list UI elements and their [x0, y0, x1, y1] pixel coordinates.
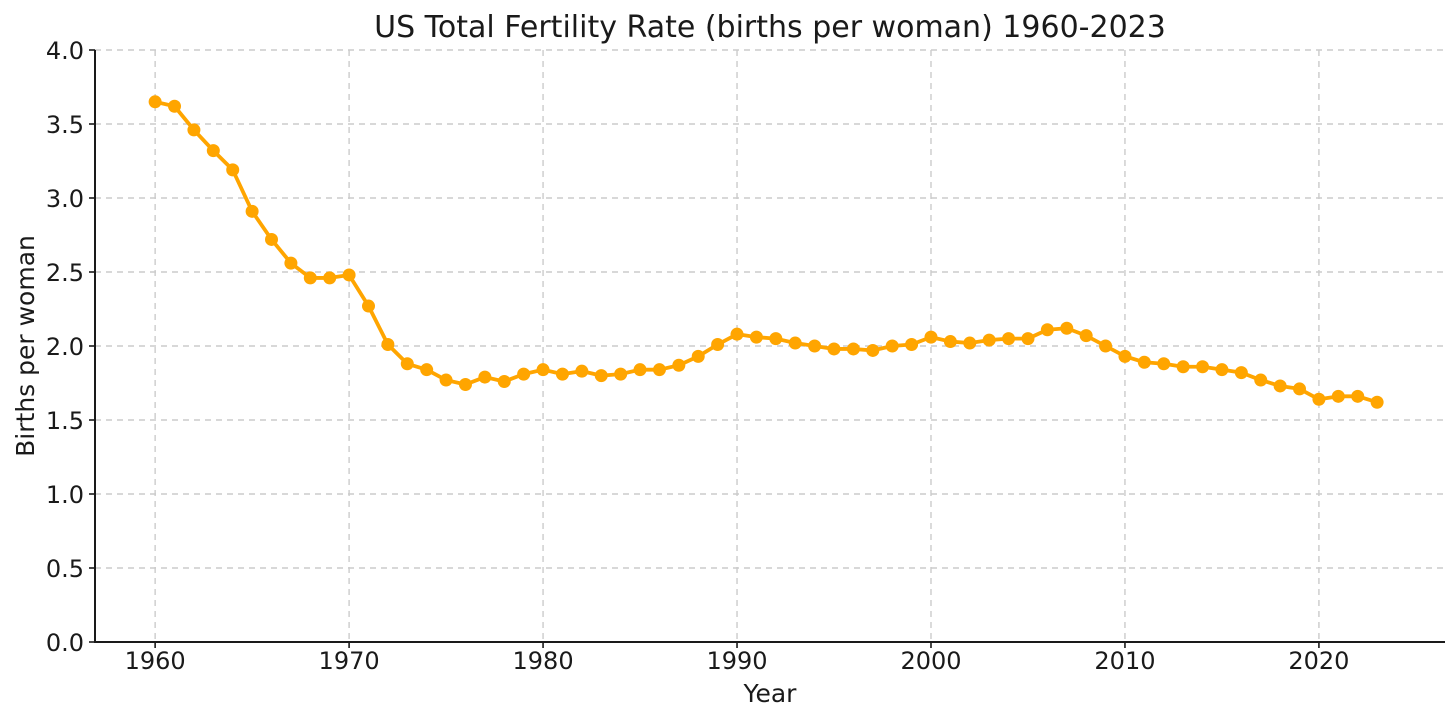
- data-point: [265, 232, 279, 246]
- data-point: [1312, 392, 1326, 406]
- series-line: [153, 99, 1380, 405]
- x-tick-label: 2020: [1288, 647, 1349, 675]
- y-tick-label: 3.5: [46, 111, 84, 139]
- data-point: [905, 338, 919, 352]
- y-tick-label: 2.5: [46, 259, 84, 287]
- data-point: [1137, 355, 1151, 369]
- x-tick-label: 1960: [125, 647, 186, 675]
- data-point: [1293, 382, 1307, 396]
- data-point: [749, 330, 763, 344]
- data-point: [943, 335, 957, 349]
- data-point: [652, 363, 666, 377]
- x-tick-label: 1970: [319, 647, 380, 675]
- y-tick-label: 1.0: [46, 481, 84, 509]
- data-point: [1099, 339, 1113, 353]
- data-point: [361, 299, 375, 313]
- x-axis-label: Year: [743, 679, 798, 708]
- data-point: [827, 342, 841, 356]
- y-tick-label: 3.0: [46, 185, 84, 213]
- x-tick-label: 1980: [513, 647, 574, 675]
- data-point: [1040, 323, 1054, 337]
- data-point: [846, 342, 860, 356]
- data-point: [206, 144, 220, 158]
- data-point: [148, 95, 162, 109]
- data-point: [1273, 379, 1287, 393]
- data-point: [458, 377, 472, 391]
- data-point: [1176, 360, 1190, 374]
- data-point: [400, 357, 414, 371]
- data-point: [187, 123, 201, 137]
- data-point: [691, 349, 705, 363]
- data-point: [342, 268, 356, 282]
- y-axis-label: Births per woman: [11, 235, 40, 457]
- data-point: [1370, 395, 1384, 409]
- data-point: [788, 336, 802, 350]
- y-tick-label: 0.5: [46, 555, 84, 583]
- data-point: [478, 370, 492, 384]
- data-point: [284, 256, 298, 270]
- ticklabel-layer: 1960 1970 1980 1990 2000 2010 2020 0.0 0.5 1.0 1.5…: [46, 37, 1350, 675]
- data-point: [808, 339, 822, 353]
- data-point: [711, 338, 725, 352]
- grid-layer: [95, 49, 1445, 643]
- data-point: [1196, 360, 1210, 374]
- data-point: [1118, 349, 1132, 363]
- data-point: [1331, 389, 1345, 403]
- x-tick-label: 2010: [1094, 647, 1155, 675]
- x-tick-label: 2000: [900, 647, 961, 675]
- data-point: [963, 336, 977, 350]
- chart-title: US Total Fertility Rate (births per woma…: [374, 10, 1166, 45]
- data-point: [323, 271, 337, 285]
- data-point: [1254, 373, 1268, 387]
- data-point: [1002, 332, 1016, 346]
- y-tick-label: 0.0: [46, 629, 84, 657]
- data-point: [517, 367, 531, 381]
- data-point: [1060, 321, 1074, 335]
- data-point: [1157, 357, 1171, 371]
- data-point: [594, 369, 608, 383]
- data-point: [1021, 332, 1035, 346]
- data-point: [555, 367, 569, 381]
- data-point: [769, 332, 783, 346]
- data-point: [1215, 363, 1229, 377]
- data-point: [672, 358, 686, 372]
- data-point: [226, 163, 240, 177]
- data-point: [633, 363, 647, 377]
- data-point: [245, 204, 259, 218]
- data-point: [1234, 366, 1248, 380]
- data-point: [730, 327, 744, 341]
- y-tick-label: 4.0: [46, 37, 84, 65]
- data-point: [536, 363, 550, 377]
- x-tick-label: 1990: [706, 647, 767, 675]
- data-point: [1351, 389, 1365, 403]
- axis-layer: [89, 49, 1445, 648]
- data-point: [885, 339, 899, 353]
- data-point: [575, 364, 589, 378]
- data-point: [168, 99, 182, 113]
- data-point: [381, 338, 395, 352]
- data-point: [1079, 329, 1093, 343]
- data-point: [982, 333, 996, 347]
- data-point: [439, 373, 453, 387]
- data-point: [497, 375, 511, 389]
- data-point: [420, 363, 434, 377]
- data-point: [614, 367, 628, 381]
- y-tick-label: 1.5: [46, 407, 84, 435]
- series-layer: [148, 95, 1384, 409]
- data-point: [924, 330, 938, 344]
- data-point: [866, 343, 880, 357]
- data-point: [303, 271, 317, 285]
- y-tick-label: 2.0: [46, 333, 84, 361]
